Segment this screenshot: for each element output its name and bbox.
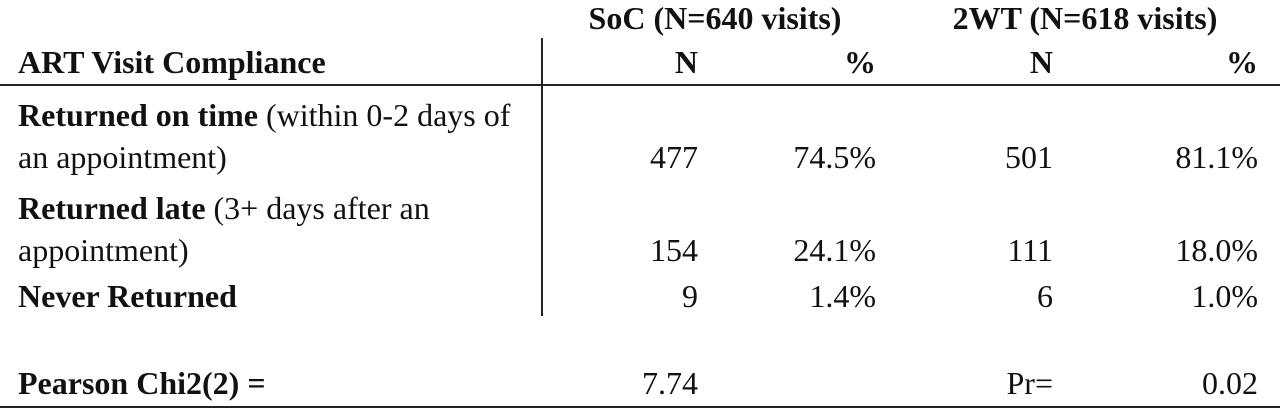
row-label-detail: (within 0-2 days of an appointment) (18, 97, 511, 175)
column-header: N (1029, 44, 1053, 80)
header-rule (0, 84, 1280, 86)
row-label: Returned late (3+ days after an appointm… (18, 187, 518, 271)
cell-value: 9 (682, 278, 698, 314)
row-label-bold: Never Returned (18, 278, 237, 314)
cell-value: 81.1% (1175, 139, 1258, 175)
cell-value: 1.0% (1191, 278, 1258, 314)
cell-value: 18.0% (1175, 232, 1258, 268)
p-label: Pr= (1006, 365, 1054, 401)
bottom-rule (0, 406, 1280, 408)
row-header: ART Visit Compliance (18, 44, 326, 80)
group-header: 2WT (N=618 visits) (952, 0, 1218, 36)
cell-value: 477 (650, 139, 698, 175)
cell-value: 6 (1037, 278, 1053, 314)
test-label: Pearson Chi2(2) = (18, 365, 266, 401)
cell-value: 154 (650, 232, 698, 268)
column-header: % (1226, 44, 1258, 80)
group-header: SoC (N=640 visits) (588, 0, 842, 36)
column-divider (541, 38, 543, 316)
p-value: 0.02 (1202, 365, 1258, 401)
row-label-bold: Returned late (18, 190, 206, 226)
test-value: 7.74 (642, 365, 698, 401)
row-label-bold: Returned on time (18, 97, 258, 133)
column-header: % (844, 44, 876, 80)
cell-value: 1.4% (809, 278, 876, 314)
cell-value: 24.1% (793, 232, 876, 268)
cell-value: 501 (1005, 139, 1053, 175)
cell-value: 74.5% (793, 139, 876, 175)
column-header: N (674, 44, 698, 80)
row-label: Never Returned (18, 275, 237, 317)
row-label: Returned on time (within 0-2 days of an … (18, 94, 518, 178)
cell-value: 111 (1007, 232, 1053, 268)
row-label-detail: (3+ days after an appointment) (18, 190, 430, 268)
